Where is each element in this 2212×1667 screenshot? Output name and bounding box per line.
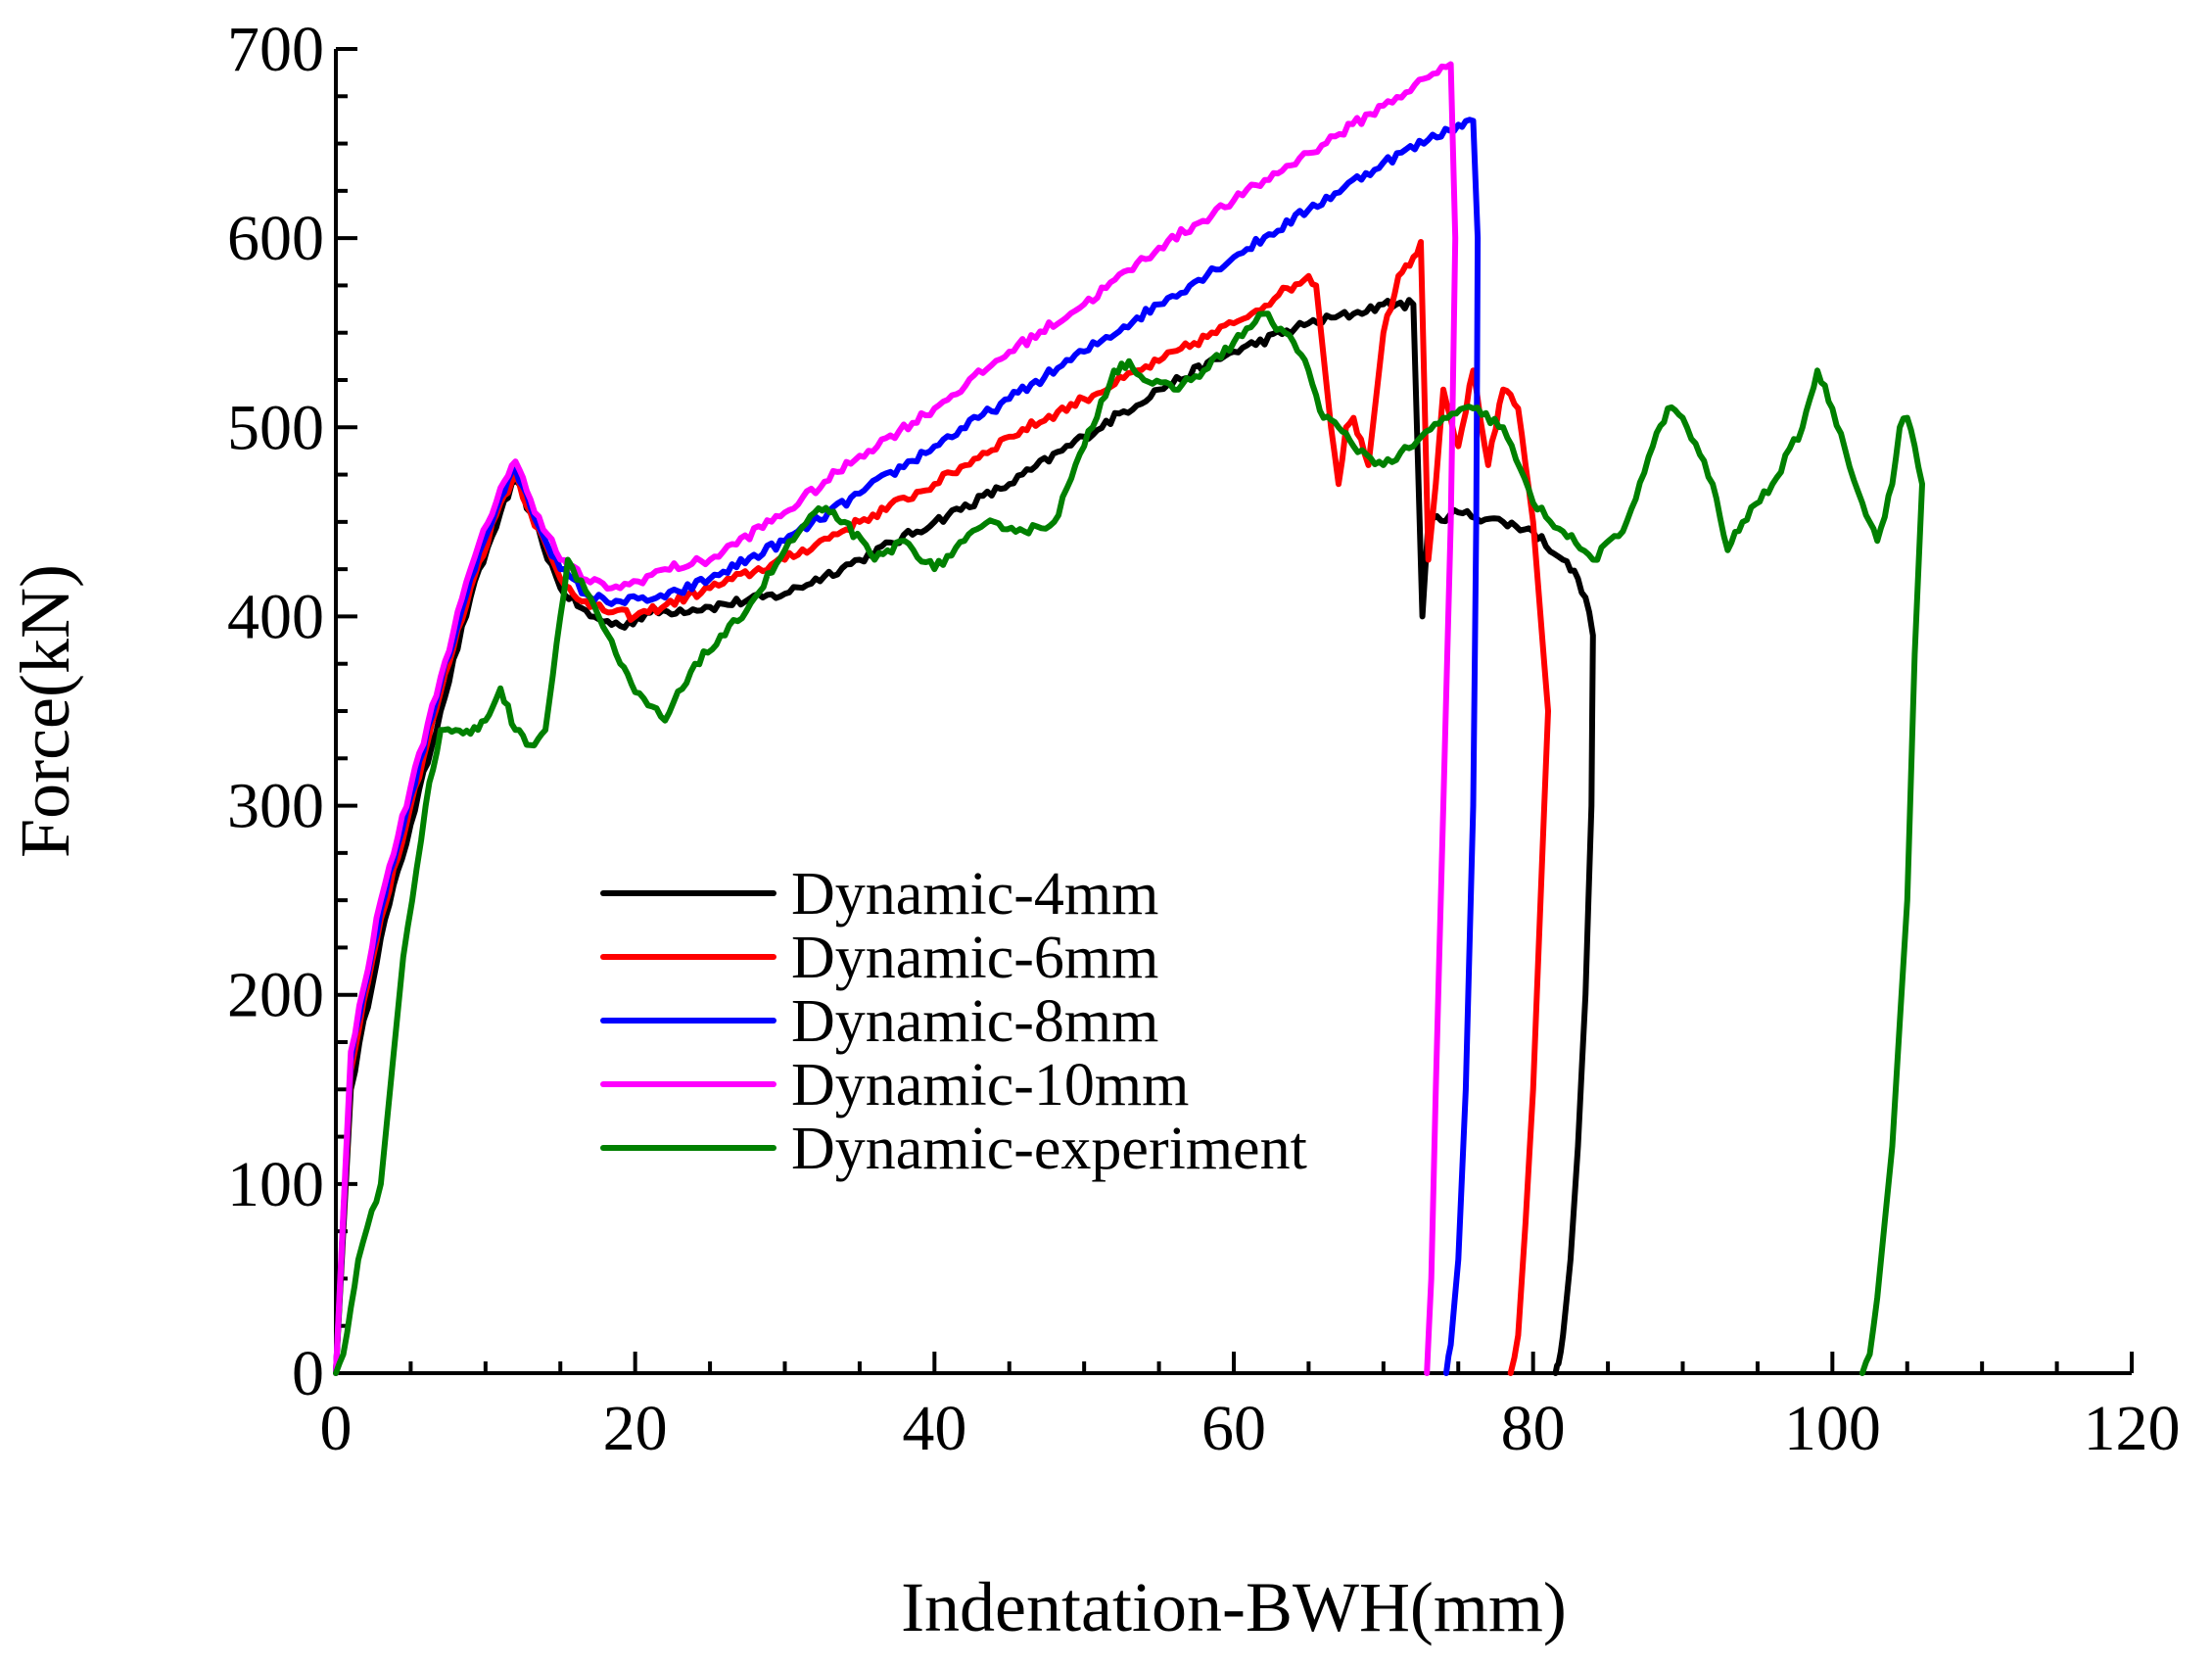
y-axis-title: Force(kN): [6, 564, 84, 858]
series-group: [333, 61, 1925, 1376]
plot-area: 0 20 40 60 80 100 120 0 100 200 300 400 500 600 700: [227, 14, 2181, 1464]
legend-label: Dynamic-4mm: [791, 861, 1158, 928]
series-line-1: [333, 297, 1596, 1376]
legend-label: Dynamic-10mm: [791, 1052, 1189, 1119]
y-tick-label: 700: [227, 14, 324, 85]
y-tick-label: 300: [227, 771, 324, 842]
y-tick-label: 400: [227, 581, 324, 652]
legend-label: Dynamic-6mm: [791, 925, 1158, 991]
series-line-5: [333, 310, 1925, 1376]
series-line-3: [333, 117, 1482, 1376]
y-ticks: 0 100 200 300 400 500 600 700: [227, 14, 357, 1409]
x-tick-label: 60: [1201, 1393, 1266, 1464]
x-tick-label: 0: [320, 1393, 353, 1464]
y-tick-label: 100: [227, 1149, 324, 1220]
legend-label: Dynamic-8mm: [791, 988, 1158, 1055]
x-tick-label: 20: [603, 1393, 668, 1464]
x-tick-label: 120: [2084, 1393, 2181, 1464]
x-tick-label: 40: [902, 1393, 966, 1464]
y-tick-label: 600: [227, 203, 324, 274]
legend-label: Dynamic-experiment: [791, 1116, 1307, 1182]
x-tick-label: 80: [1501, 1393, 1566, 1464]
x-ticks: 0 20 40 60 80 100 120: [320, 1352, 2181, 1464]
y-tick-label: 200: [227, 960, 324, 1031]
x-tick-label: 100: [1784, 1393, 1881, 1464]
series-line-2: [333, 239, 1551, 1376]
x-axis-title: Indentation-BWH(mm): [901, 1568, 1567, 1646]
legend: Dynamic-4mmDynamic-6mmDynamic-8mmDynamic…: [600, 861, 1307, 1182]
y-tick-label: 500: [227, 392, 324, 463]
series-line-4: [333, 61, 1459, 1376]
y-tick-label: 0: [292, 1338, 324, 1409]
